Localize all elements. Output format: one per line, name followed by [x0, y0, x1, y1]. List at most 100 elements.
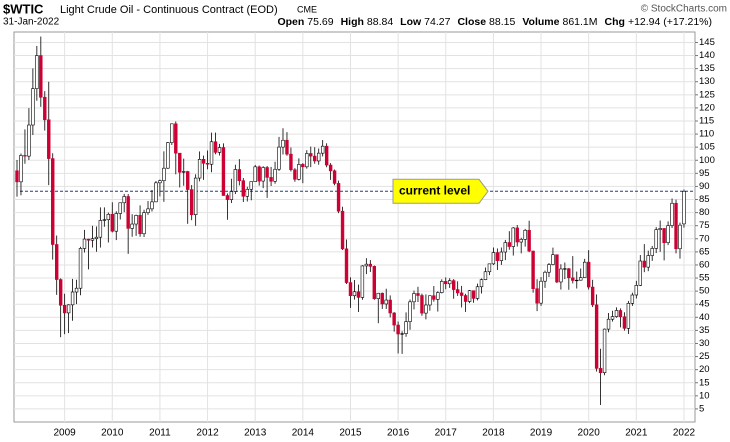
candle-body [193, 177, 198, 215]
annotation-label: current level [399, 183, 470, 197]
candle-body [483, 271, 488, 280]
candle-body [19, 155, 23, 183]
candle-body [396, 324, 400, 335]
candle-body [31, 88, 35, 126]
candle-body [186, 171, 190, 190]
candle-body [471, 290, 476, 299]
candle-body [293, 169, 297, 180]
candle-body [328, 164, 333, 172]
candle-body [126, 196, 130, 229]
candle-body [27, 124, 31, 157]
candle-body [82, 238, 87, 249]
candle-body [658, 228, 662, 230]
candle-body [320, 145, 325, 154]
y-tick-label: 80 [699, 207, 710, 218]
candle-body [682, 190, 686, 225]
candle-body [606, 318, 611, 330]
candle-body [575, 279, 579, 282]
candle-body [416, 293, 420, 296]
candle-body [265, 167, 269, 178]
candle-body [408, 301, 412, 322]
candle-body [122, 196, 126, 204]
candle-body [237, 169, 242, 181]
candle-body [515, 227, 519, 243]
candle-body [412, 293, 416, 303]
candle-body [551, 254, 555, 265]
candle-body [424, 304, 428, 314]
candle-body [90, 238, 95, 241]
candle-body [495, 252, 500, 261]
candle-body [376, 292, 380, 299]
candle-body [313, 155, 317, 162]
candle-body [368, 263, 373, 267]
quote-value: 861.1M [562, 16, 597, 28]
x-tick-label: 2017 [435, 428, 458, 439]
candle-body [78, 248, 83, 289]
candle-body [491, 252, 496, 265]
quote-value: 75.69 [307, 16, 333, 28]
y-tick-label: 95 [699, 168, 710, 179]
candle-body [503, 242, 508, 253]
candle-body [638, 260, 642, 286]
x-tick-label: 2009 [54, 428, 77, 439]
candle-body [66, 304, 71, 314]
candle-body [400, 333, 404, 335]
candle-body [229, 191, 234, 200]
candle-body [598, 368, 603, 373]
quote-value: 74.27 [424, 16, 450, 28]
candle-body [602, 328, 607, 373]
candle-body [392, 312, 396, 326]
candle-body [170, 123, 174, 143]
y-tick-label: 140 [699, 50, 715, 61]
y-tick-label: 15 [699, 377, 710, 388]
candle-body [221, 147, 226, 196]
candle-body [539, 280, 543, 304]
candle-body [404, 321, 408, 334]
candle-body [86, 238, 91, 241]
candle-body [281, 139, 285, 148]
candle-body [285, 139, 289, 155]
candle-body [174, 123, 178, 154]
y-tick-label: 130 [699, 76, 715, 87]
y-tick-label: 65 [699, 246, 710, 257]
candle-body [451, 280, 456, 290]
candle-body [225, 195, 230, 200]
candle-body [54, 244, 59, 280]
date: 31-Jan-2022 [3, 17, 60, 28]
x-tick-label: 2015 [339, 428, 362, 439]
candle-body [459, 292, 464, 296]
candle-body [305, 153, 309, 168]
quote-label: Volume [522, 16, 559, 28]
y-tick-label: 5 [699, 403, 704, 414]
candle-body [467, 290, 472, 302]
candle-body [146, 208, 150, 213]
candle-body [579, 277, 583, 281]
candle-body [269, 177, 273, 182]
chart-title: Light Crude Oil - Continuous Contract (E… [60, 4, 278, 16]
candle-body [630, 294, 635, 304]
candle-body [555, 254, 559, 283]
y-tick-label: 45 [699, 299, 710, 310]
candle-body [634, 285, 639, 296]
y-tick-label: 145 [699, 37, 715, 48]
candle-body [134, 215, 138, 225]
y-tick-label: 100 [699, 155, 715, 166]
y-tick-label: 125 [699, 89, 715, 100]
candle-body [197, 159, 202, 179]
candle-body [440, 281, 444, 293]
candle-body [388, 299, 392, 314]
candle-body [499, 251, 504, 261]
candle-body [535, 288, 539, 304]
exchange: CME [297, 4, 317, 14]
candle-body [233, 169, 238, 192]
candle-body [618, 310, 623, 318]
candle-body [98, 220, 103, 238]
candle-body [110, 213, 114, 232]
candle-body [189, 189, 194, 215]
candle-body [58, 279, 63, 306]
candle-body [154, 182, 158, 203]
y-tick-label: 110 [699, 129, 714, 140]
candle-body [380, 292, 384, 305]
candle-body [340, 210, 345, 250]
